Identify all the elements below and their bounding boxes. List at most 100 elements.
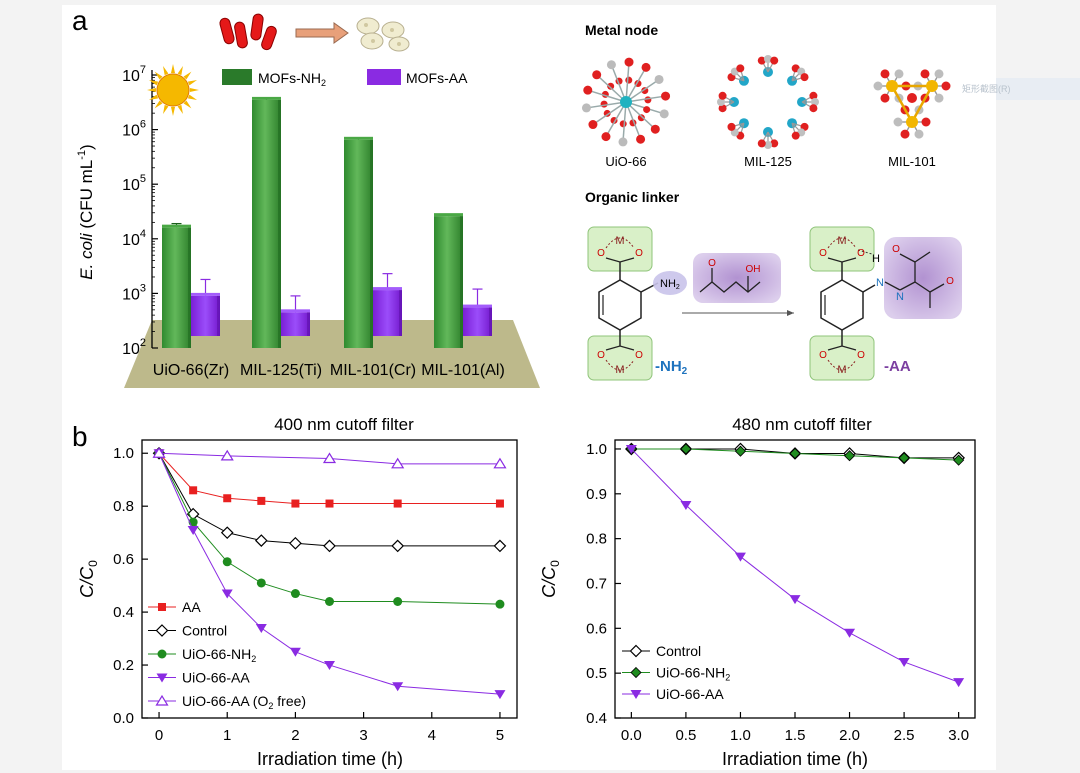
- dead-bacteria-icon: [356, 17, 410, 52]
- atom: [643, 106, 651, 114]
- atom-label-m: M: [615, 364, 624, 376]
- data-point-uio-66-nh2: [393, 597, 403, 607]
- y-tick-base: 10: [122, 232, 140, 249]
- data-point-uio-66-aa: [844, 628, 856, 638]
- y-tick-exponent: 7: [140, 64, 146, 76]
- category-label-mil-101-al: MIL-101(Al): [421, 362, 505, 379]
- atom: [637, 114, 645, 122]
- sun-ray: [163, 104, 169, 115]
- line2-title: 480 nm cutoff filter: [732, 415, 872, 434]
- legend-swatch-mofs-nh2: [222, 69, 252, 85]
- legend-subscript: 2: [268, 701, 273, 711]
- sun-disc: [156, 73, 190, 107]
- x-tick-label: 1.5: [785, 727, 806, 744]
- data-point-uio-66-aa: [898, 657, 910, 667]
- y-tick-label: 1.0: [113, 445, 134, 462]
- atom: [880, 93, 890, 103]
- metal-node-uio66: [581, 57, 671, 147]
- atom-label-o: O: [892, 244, 900, 255]
- atom-label-n: N: [876, 277, 884, 289]
- atom: [606, 60, 616, 70]
- sun-ray: [187, 80, 198, 86]
- data-point-uio-66-aa: [255, 623, 267, 633]
- y-tick-label: 0.5: [586, 665, 607, 682]
- data-point-aa: [325, 499, 334, 508]
- y-tick-label: 0.0: [113, 710, 134, 727]
- atom: [654, 74, 664, 84]
- y-tick-exponent: 3: [140, 282, 146, 294]
- watermark-text: 矩形截图(R): [962, 84, 1011, 94]
- data-point-aa: [257, 496, 266, 505]
- bar-side-mofs-aa-uio-66-zr: [217, 295, 220, 336]
- y-tick-base: 10: [122, 177, 140, 194]
- data-point-control: [289, 536, 302, 550]
- data-point-uio-66-aa: [221, 589, 233, 599]
- atom: [920, 69, 930, 79]
- y-tick-label: 0.6: [586, 620, 607, 637]
- bar-mofs-aa-uio-66-zr: [191, 295, 220, 336]
- atom: [607, 82, 615, 90]
- data-point-uio-66-aa-o2-free: [493, 457, 507, 469]
- bar-chart-ylabel: E. coli (CFU mL-1): [76, 144, 96, 279]
- data-point-uio-66-aa: [734, 552, 746, 562]
- reagent-acac: O OH: [682, 253, 794, 316]
- series-line-control: [158, 452, 500, 547]
- atom-label-o: O: [597, 248, 605, 259]
- atom: [934, 69, 944, 79]
- bacteria-icon: [219, 13, 277, 51]
- data-point-aa: [291, 499, 300, 508]
- data-point-uio-66-nh2: [495, 599, 505, 609]
- data-point-control: [323, 539, 336, 553]
- data-point-uio-66-aa-o2-free: [322, 452, 337, 464]
- data-point-uio-66-nh2: [734, 445, 747, 457]
- data-point-uio-66-nh2: [290, 589, 300, 599]
- atom: [592, 70, 602, 80]
- data-point-aa: [393, 499, 402, 508]
- legend-text: UiO-66-AA (O: [182, 693, 268, 709]
- bond: [625, 66, 647, 103]
- data-point-control: [254, 534, 268, 547]
- y-tick-base: 10: [122, 341, 140, 358]
- atom: [600, 100, 608, 108]
- atom: [636, 134, 646, 144]
- bond: [622, 101, 627, 142]
- data-point-uio-66-aa: [494, 690, 506, 700]
- legend-text: UiO-66-AA: [182, 670, 250, 686]
- atom: [914, 129, 924, 139]
- atom-label-m: M: [837, 364, 846, 376]
- legend-label-uio-66-aa: UiO-66-AA: [182, 670, 250, 686]
- atom-label-oh: OH: [746, 264, 761, 275]
- data-point-uio-66-aa-o2-free: [152, 447, 166, 458]
- x-tick-label: 5: [496, 727, 504, 744]
- metal-node-label-mil101: MIL-101: [888, 154, 936, 169]
- legend-subscript: 2: [725, 673, 730, 683]
- data-point-uio-66-nh2: [843, 450, 856, 462]
- bar-top-mofs-nh-mil-101-cr: [344, 136, 373, 140]
- bond: [587, 89, 627, 103]
- atom: [921, 117, 931, 127]
- data-point-aa: [189, 486, 198, 495]
- sun-ray: [148, 94, 159, 100]
- atom: [644, 96, 652, 104]
- sun-ray: [148, 80, 159, 86]
- cr-atom: [926, 80, 938, 92]
- y-tick-label: 0.8: [113, 498, 134, 515]
- bond: [625, 101, 642, 140]
- y-tick-label: 0.6: [113, 551, 134, 568]
- y-tick-base: 10: [122, 286, 140, 303]
- line-chart-400nm: 400 nm cutoff filter 0 1 2 3 4 5 0.0 0.2 0.4 0.6 0…: [77, 415, 518, 769]
- y-tick-exponent: 5: [140, 173, 146, 185]
- legend-label-mofs-aa: MOFs-AA: [406, 70, 468, 86]
- arrow-icon: [295, 22, 349, 44]
- y-tick-label: 0.9: [586, 486, 607, 503]
- legend-label-uio-66-nh2: UiO-66-NH2: [182, 646, 256, 664]
- atom-label-o: O: [597, 350, 605, 361]
- atom-label-o: O: [819, 350, 827, 361]
- atom: [727, 122, 736, 131]
- legend-text: Control: [182, 623, 227, 639]
- legend-label-mofs-nh2: MOFs-NH2: [258, 70, 326, 88]
- legend-swatch-mofs-aa: [367, 69, 401, 85]
- data-point-uio-66-aa-o2-free: [220, 449, 234, 461]
